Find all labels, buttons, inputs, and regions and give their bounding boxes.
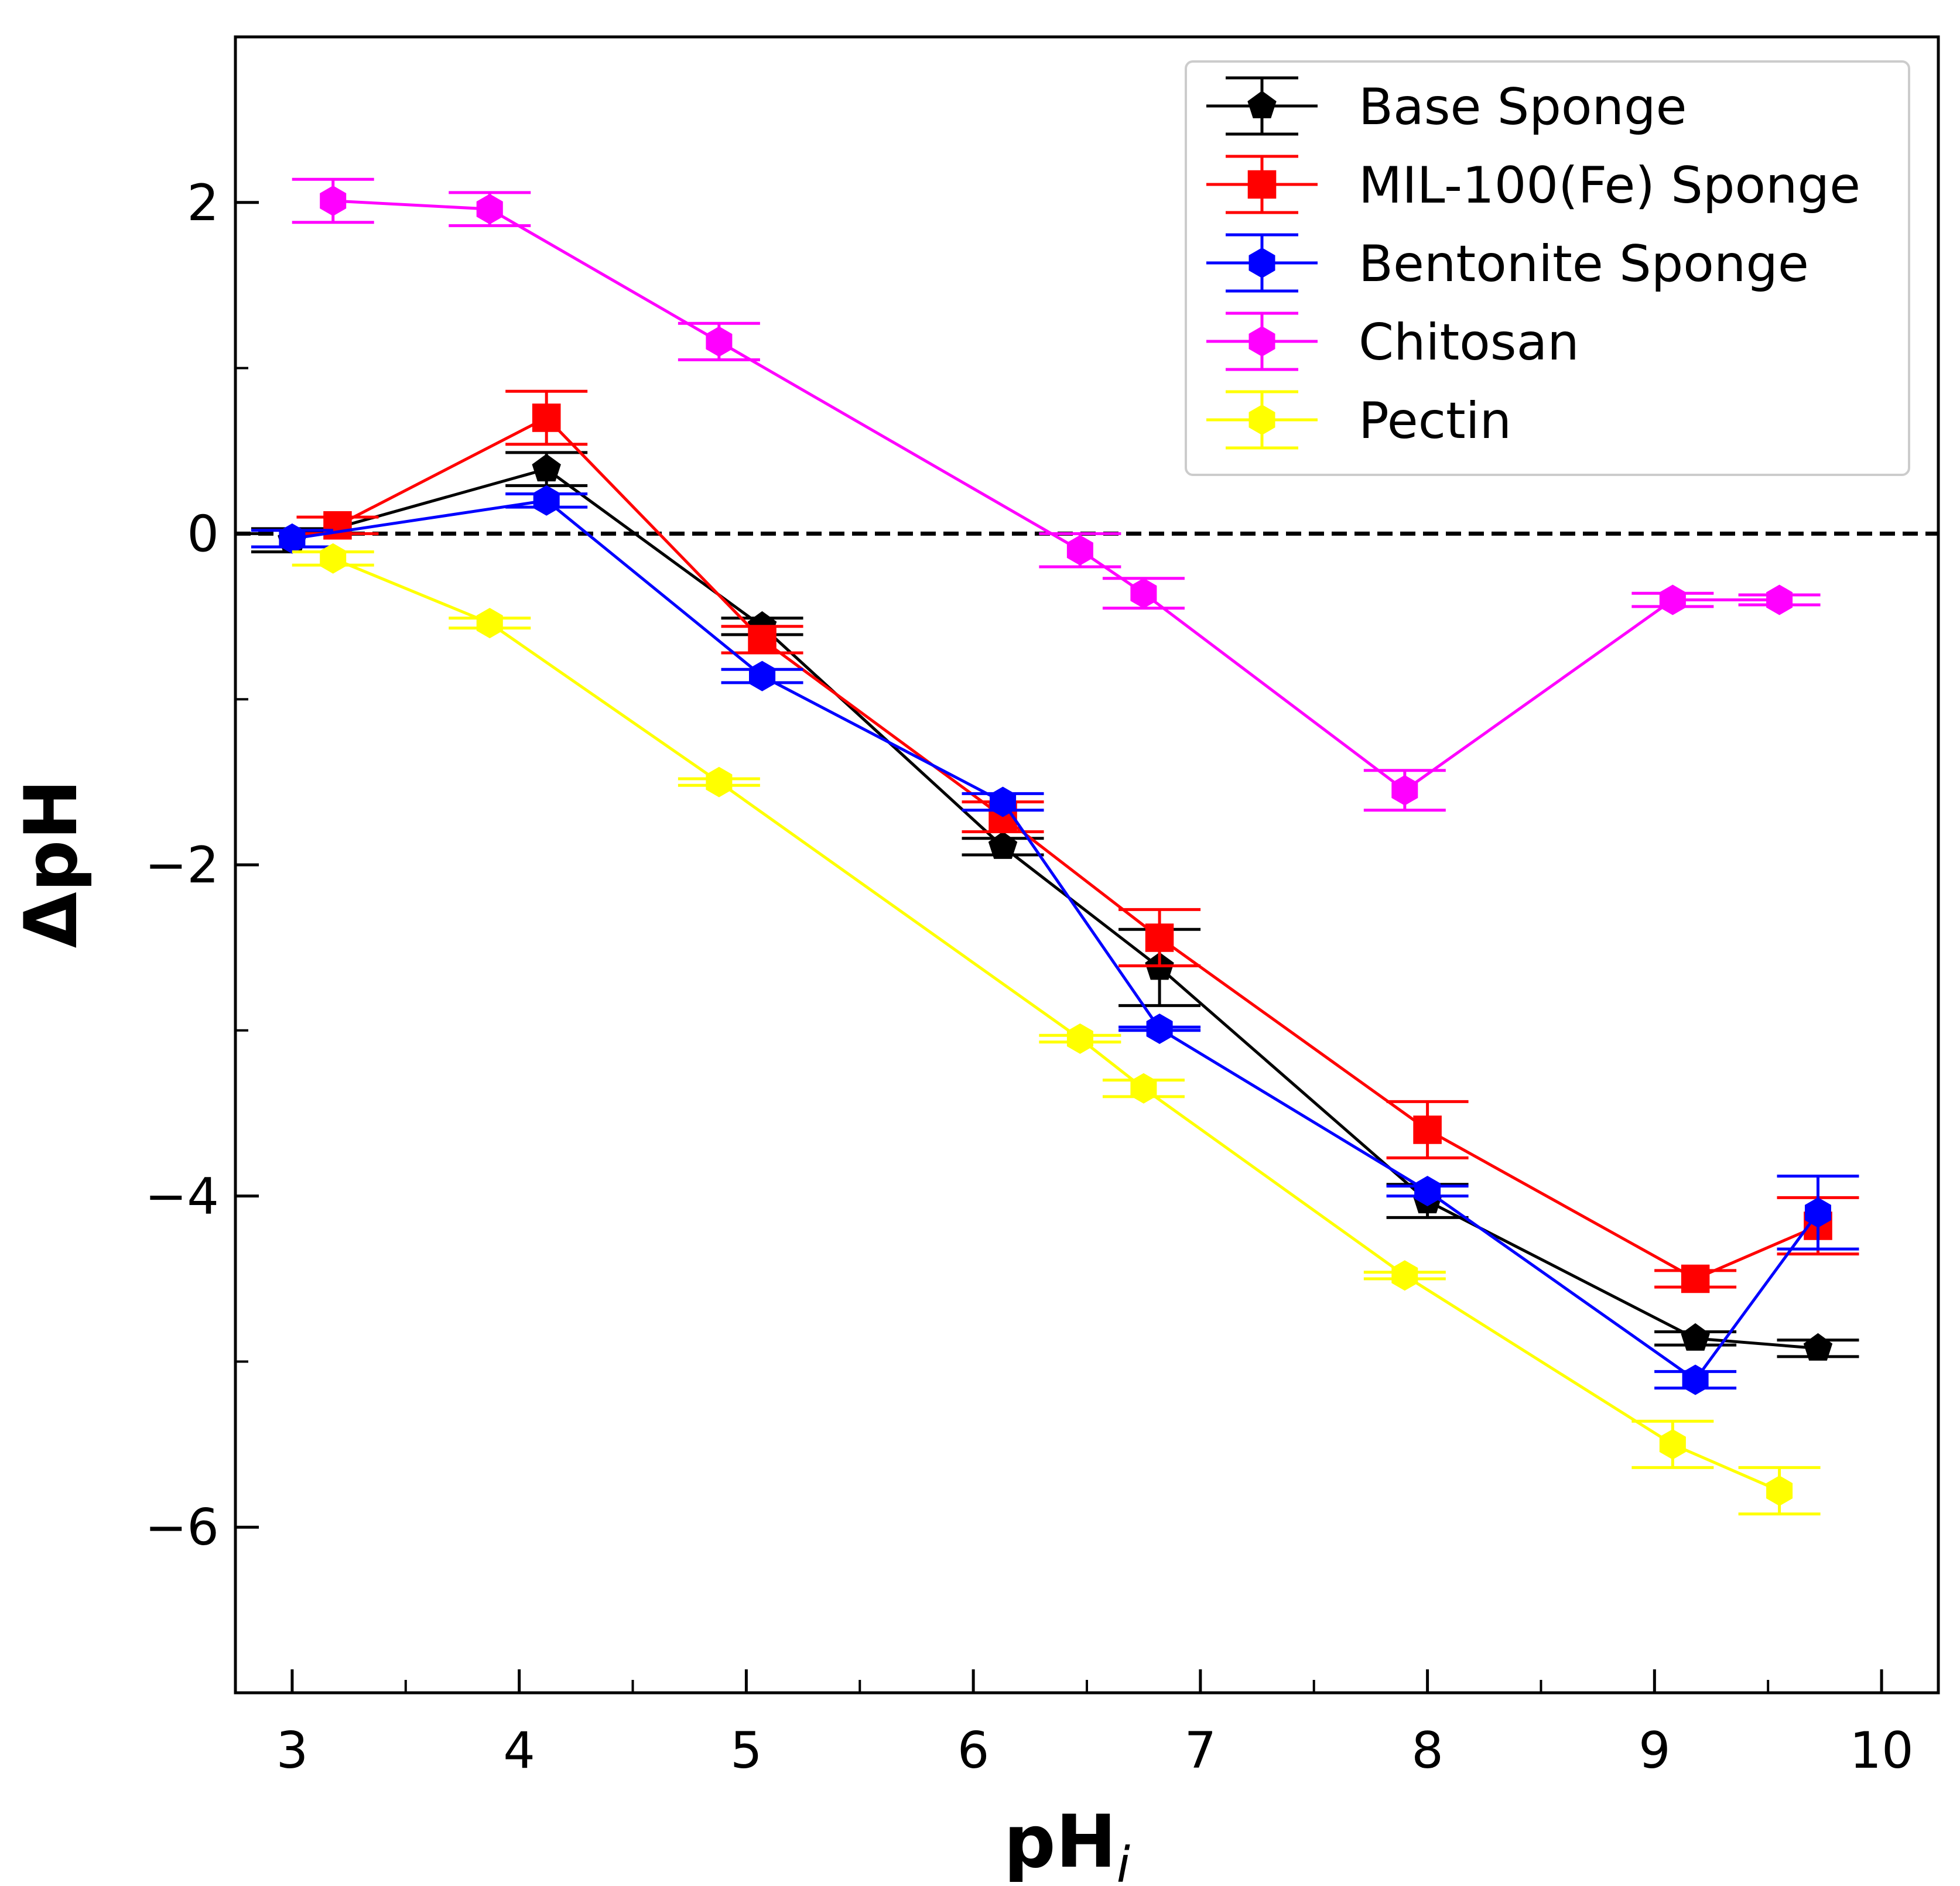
series-3 [292, 177, 1821, 812]
y-tick-label: 0 [187, 505, 219, 563]
series-2 [251, 485, 1859, 1395]
legend-marker [1248, 326, 1275, 357]
legend-entry: Pectin [1206, 390, 1511, 450]
data-point [1145, 923, 1174, 952]
legend-marker [1247, 91, 1277, 118]
y-tick-label: 2 [187, 174, 219, 232]
data-point [323, 511, 352, 540]
x-tick-label: 3 [276, 1721, 309, 1780]
legend-entry: MIL-100(Fe) Sponge [1206, 155, 1860, 215]
legend-label: Chitosan [1359, 313, 1579, 372]
x-tick-label: 5 [730, 1721, 762, 1780]
data-point [1766, 1476, 1793, 1506]
x-axis-title-main: pH [1004, 1800, 1117, 1884]
axes: 3 4 5 6 7 8 9 10 −6 −4 −2 0 2 [145, 35, 1940, 1780]
data-point [532, 403, 561, 432]
legend-label: Pectin [1359, 392, 1511, 450]
data-point [1130, 578, 1157, 609]
data-point [1803, 1333, 1833, 1361]
data-point [1066, 535, 1093, 566]
series-1 [296, 389, 1859, 1293]
legend-entry: Bentonite Sponge [1206, 233, 1809, 293]
legend-label: Base Sponge [1359, 78, 1687, 136]
data-point [749, 660, 776, 692]
x-axis-title: pHi [1004, 1800, 1130, 1886]
data-point [1066, 1023, 1093, 1054]
data-point [1414, 1176, 1441, 1207]
legend-entry: Base Sponge [1206, 76, 1687, 136]
data-point [532, 454, 561, 482]
series-line [337, 416, 1819, 1281]
legend-marker [1248, 248, 1275, 278]
x-tick-label: 4 [503, 1721, 535, 1780]
legend-label: Bentonite Sponge [1359, 235, 1809, 293]
series-line [292, 499, 1819, 1382]
data-point [1659, 584, 1686, 615]
data-point [706, 326, 733, 357]
legend-entry: Chitosan [1206, 312, 1579, 372]
y-tick-label: −6 [145, 1498, 219, 1557]
data-point [1682, 1364, 1709, 1395]
series-line [332, 557, 1780, 1493]
x-tick-label: 7 [1185, 1721, 1217, 1780]
legend-marker [1248, 405, 1275, 435]
data-point [1659, 1429, 1686, 1460]
legend-marker [1247, 170, 1277, 199]
data-point [1391, 1260, 1418, 1291]
data-point [1805, 1197, 1831, 1228]
data-point [988, 831, 1018, 859]
legend-label: MIL-100(Fe) Sponge [1359, 156, 1860, 215]
x-tick-label: 10 [1849, 1721, 1913, 1780]
data-point [1681, 1323, 1710, 1351]
data-point [1146, 1014, 1173, 1044]
series-4 [292, 543, 1821, 1516]
data-point [1413, 1115, 1442, 1144]
data-point [1130, 1073, 1157, 1104]
data-point [1766, 584, 1793, 615]
y-tick-label: −4 [145, 1168, 219, 1226]
data-point [320, 186, 347, 216]
data-point [1681, 1264, 1710, 1293]
data-point [279, 523, 306, 554]
y-axis-title: ΔpH [9, 779, 94, 949]
data-point [476, 194, 503, 225]
legend-box [1185, 60, 1910, 476]
data-point [990, 786, 1017, 817]
data-point [748, 625, 777, 654]
legend: Base Sponge MIL-100(Fe) Sponge Bentonite S… [1185, 60, 1910, 476]
data-point [320, 543, 347, 574]
x-tick-label: 8 [1411, 1721, 1444, 1780]
series-line [333, 199, 1780, 792]
x-tick-label: 9 [1639, 1721, 1671, 1780]
data-point [476, 608, 503, 639]
plot-area [235, 177, 1938, 1516]
y-tick-label: −2 [145, 836, 219, 895]
x-axis-title-subscript: i [1117, 1836, 1130, 1886]
data-point [533, 485, 560, 516]
data-point [706, 766, 733, 797]
data-point [1391, 775, 1418, 806]
x-tick-label: 6 [957, 1721, 990, 1780]
